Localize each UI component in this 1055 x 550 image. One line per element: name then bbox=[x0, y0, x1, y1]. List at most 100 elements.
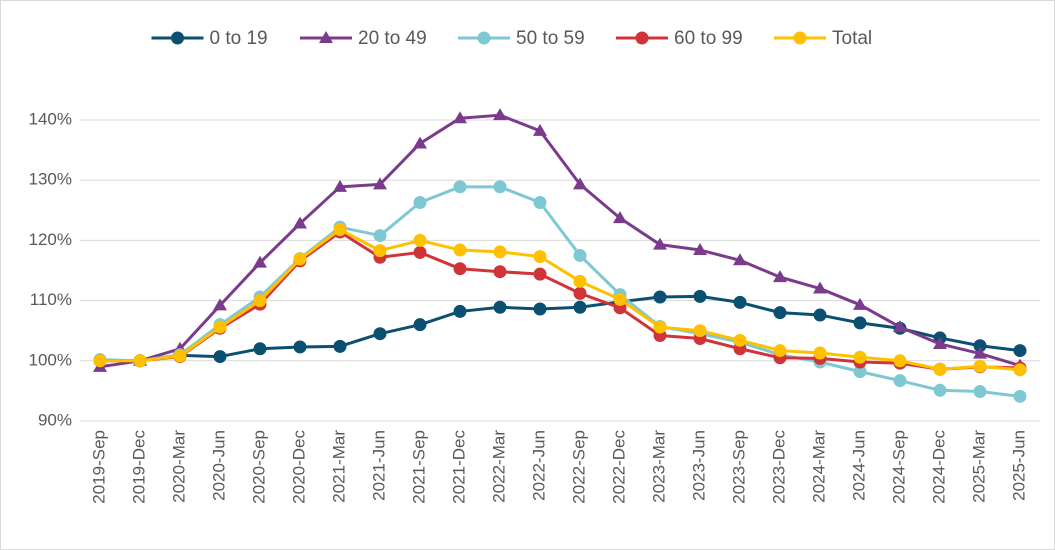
marker bbox=[93, 354, 107, 368]
legend-marker bbox=[171, 31, 184, 45]
y-tick-label: 100% bbox=[29, 350, 72, 369]
y-tick-label: 120% bbox=[29, 230, 72, 249]
series-line bbox=[100, 230, 1021, 371]
marker bbox=[613, 211, 627, 224]
marker bbox=[333, 339, 347, 353]
marker bbox=[413, 318, 427, 332]
x-tick-label: 2023-Jun bbox=[689, 430, 708, 501]
marker bbox=[813, 281, 827, 294]
marker bbox=[413, 136, 427, 149]
x-tick-label: 2019-Sep bbox=[89, 430, 108, 504]
marker bbox=[933, 336, 947, 349]
marker bbox=[733, 295, 747, 309]
y-tick-label: 110% bbox=[30, 290, 72, 309]
marker bbox=[373, 229, 387, 243]
series-line bbox=[100, 228, 1021, 372]
x-tick-label: 2022-Dec bbox=[609, 430, 628, 504]
x-tick-label: 2023-Dec bbox=[769, 430, 788, 504]
marker bbox=[653, 237, 667, 250]
marker bbox=[133, 354, 147, 368]
marker bbox=[613, 292, 627, 306]
marker bbox=[573, 274, 587, 288]
x-tick-label: 2022-Jun bbox=[529, 430, 548, 501]
marker bbox=[573, 300, 587, 314]
marker bbox=[733, 333, 747, 347]
marker bbox=[773, 270, 787, 283]
marker bbox=[333, 223, 347, 237]
x-tick-label: 2021-Mar bbox=[329, 430, 348, 503]
x-tick-label: 2020-Jun bbox=[209, 430, 228, 501]
x-tick-label: 2025-Mar bbox=[969, 430, 988, 503]
marker bbox=[653, 290, 667, 304]
marker bbox=[453, 180, 467, 194]
marker bbox=[1013, 389, 1027, 403]
marker bbox=[533, 123, 547, 136]
x-tick-label: 2021-Dec bbox=[449, 430, 468, 504]
marker bbox=[893, 320, 907, 333]
x-tick-label: 2024-Jun bbox=[849, 430, 868, 501]
marker bbox=[493, 180, 507, 194]
series-line bbox=[99, 113, 1021, 369]
legend-label: 0 to 19 bbox=[210, 28, 268, 49]
marker bbox=[533, 267, 547, 281]
marker bbox=[933, 383, 947, 397]
x-tick-label: 2024-Sep bbox=[889, 430, 908, 504]
x-tick-label: 2024-Mar bbox=[809, 430, 828, 503]
x-tick-label: 2020-Mar bbox=[169, 430, 188, 503]
marker bbox=[733, 253, 747, 266]
marker bbox=[413, 195, 427, 209]
marker bbox=[1013, 344, 1027, 358]
marker bbox=[693, 324, 707, 338]
x-tick-label: 2023-Sep bbox=[729, 430, 748, 504]
marker bbox=[173, 349, 187, 363]
marker bbox=[773, 344, 787, 358]
marker bbox=[573, 248, 587, 262]
y-tick-label: 90% bbox=[38, 410, 72, 429]
x-tick-label: 2025-Jun bbox=[1009, 430, 1028, 501]
marker bbox=[973, 346, 987, 359]
marker bbox=[973, 359, 987, 373]
marker bbox=[373, 244, 387, 258]
marker bbox=[973, 339, 987, 353]
x-tick-label: 2024-Dec bbox=[929, 430, 948, 504]
marker bbox=[333, 179, 347, 192]
marker bbox=[893, 354, 907, 368]
marker bbox=[1013, 363, 1027, 377]
marker bbox=[813, 308, 827, 322]
marker bbox=[853, 365, 867, 379]
marker bbox=[373, 177, 387, 190]
marker bbox=[453, 111, 467, 124]
marker bbox=[853, 297, 867, 310]
y-tick-label: 140% bbox=[29, 109, 72, 128]
x-tick-label: 2022-Sep bbox=[569, 430, 588, 504]
series bbox=[93, 223, 1027, 377]
x-tick-label: 2021-Jun bbox=[369, 430, 388, 501]
marker bbox=[293, 340, 307, 354]
x-tick-label: 2020-Sep bbox=[249, 430, 268, 504]
legend-marker bbox=[319, 31, 333, 43]
marker bbox=[253, 255, 267, 268]
marker bbox=[813, 346, 827, 360]
marker bbox=[693, 243, 707, 256]
marker bbox=[413, 233, 427, 247]
series-line bbox=[99, 294, 1021, 363]
marker bbox=[533, 195, 547, 209]
marker bbox=[493, 245, 507, 259]
marker bbox=[853, 316, 867, 330]
marker bbox=[253, 294, 267, 308]
marker bbox=[293, 252, 307, 266]
series bbox=[93, 108, 1027, 372]
marker bbox=[373, 327, 387, 341]
marker bbox=[453, 304, 467, 318]
marker bbox=[693, 289, 707, 303]
legend-marker bbox=[635, 31, 649, 45]
marker bbox=[893, 374, 907, 388]
marker bbox=[293, 216, 307, 229]
marker bbox=[453, 243, 467, 257]
marker bbox=[933, 362, 947, 376]
marker bbox=[253, 342, 267, 356]
marker bbox=[213, 350, 227, 364]
marker bbox=[773, 306, 787, 320]
